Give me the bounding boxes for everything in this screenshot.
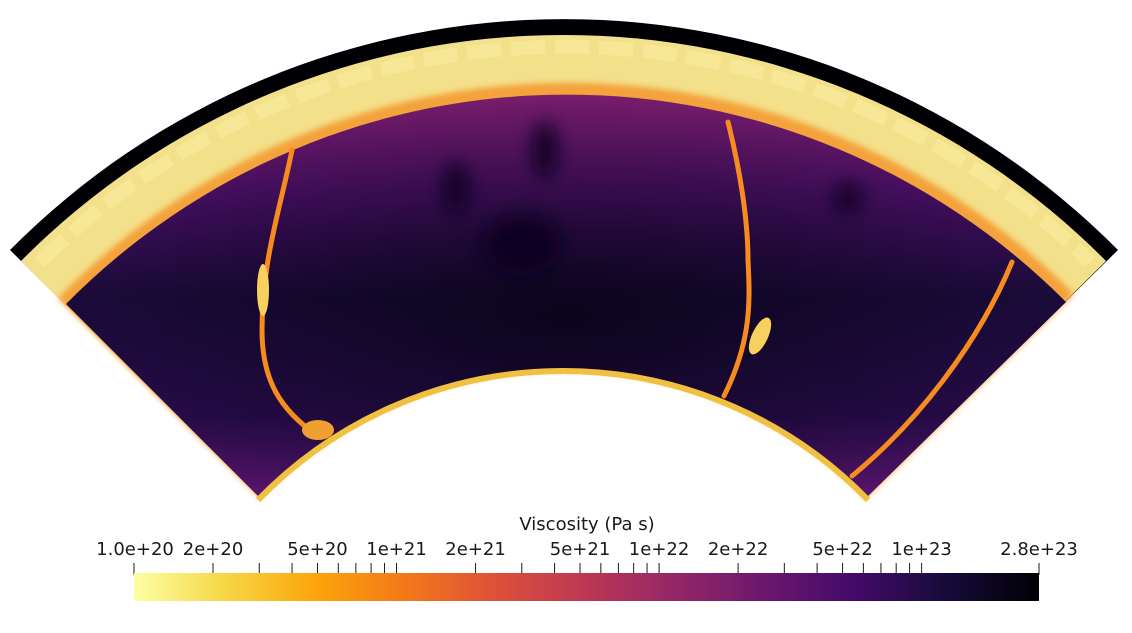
cmb-boundary-layer	[255, 367, 871, 503]
colorbar-tick-label: 2e+21	[445, 539, 506, 560]
slabs	[257, 119, 1015, 479]
colorbar-tick-label: 5e+22	[812, 539, 873, 560]
colorbar: Viscosity (Pa s) 1.0e+20 2e+20 5e+20 1e+21 2…	[96, 514, 1078, 601]
lithosphere-texture	[35, 39, 1095, 267]
colorbar-tick-label: 2.8e+23	[1000, 539, 1078, 560]
colorbar-tick-label: 1e+23	[891, 539, 952, 560]
colorbar-tick-label: 2e+20	[183, 539, 244, 560]
colorbar-tick-label: 5e+21	[550, 539, 611, 560]
cold-blobs	[444, 122, 862, 275]
colorbar-ticks: 1.0e+20 2e+20 5e+20 1e+21 2e+21 5e+21 1e+22 2e+…	[96, 539, 1078, 575]
plume-head-right	[748, 317, 772, 355]
colorbar-bar	[134, 573, 1039, 601]
colorbar-tick-label: 1.0e+20	[96, 539, 174, 560]
colorbar-tick-label: 1e+21	[366, 539, 427, 560]
plume-base-left	[302, 420, 334, 440]
colorbar-title: Viscosity (Pa s)	[519, 514, 654, 535]
plume-head-left	[257, 264, 269, 316]
colorbar-tick-label: 1e+22	[629, 539, 690, 560]
slab-center-right	[721, 119, 752, 399]
colorbar-tick-label: 2e+22	[708, 539, 769, 560]
mantle-dark-core	[66, 94, 1066, 498]
annular-domain	[10, 19, 1118, 503]
colorbar-tick-label: 5e+20	[287, 539, 348, 560]
slab-right	[849, 259, 1015, 479]
slab-left	[259, 147, 321, 439]
